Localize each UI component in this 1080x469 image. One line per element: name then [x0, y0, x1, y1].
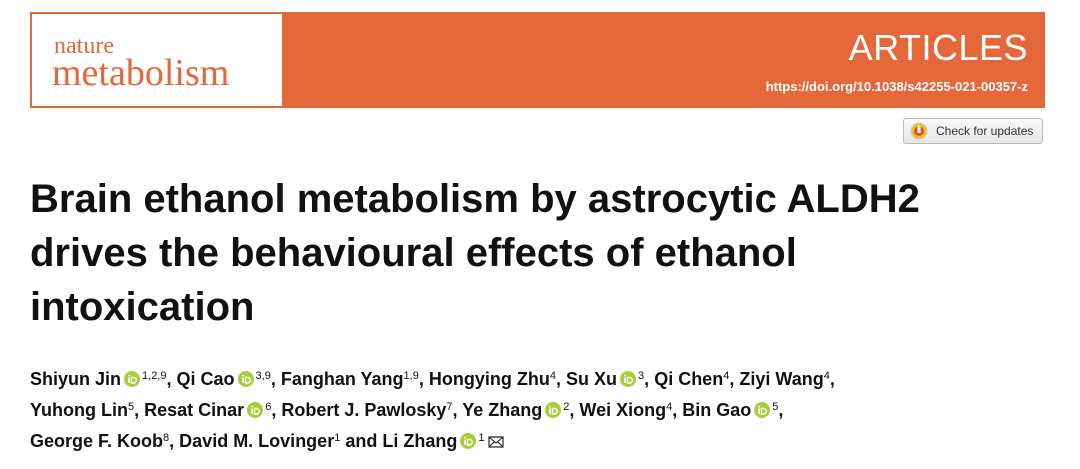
separator: , [729, 369, 735, 389]
affiliation: 1 [334, 432, 341, 444]
affiliation: 1,2,9 [142, 370, 167, 382]
separator: , [166, 369, 172, 389]
orcid-icon[interactable] [460, 433, 477, 449]
author-name[interactable]: Ye Zhang [462, 400, 543, 420]
updates-icon [910, 122, 928, 140]
separator: , [452, 400, 458, 420]
author-name[interactable]: Su Xu [566, 369, 618, 389]
author-name[interactable]: Qi Chen [654, 369, 724, 389]
section-label: ARTICLES [848, 27, 1028, 68]
affiliation: 2 [563, 401, 570, 413]
affiliation: 5 [127, 401, 135, 413]
affiliation: 3 [638, 370, 645, 382]
author-line: Yuhong Lin5, Resat Cinar 6, Robert J. Paw… [30, 395, 835, 426]
check-updates-button[interactable]: Check for updates [903, 118, 1043, 144]
affiliation: 4 [823, 370, 830, 382]
author-list: Shiyun Jin 1,2,9, Qi Cao 3,9, Fanghan Yang… [30, 364, 835, 457]
title-line: drives the behavioural effects of ethano… [30, 231, 797, 275]
author-line: Shiyun Jin 1,2,9, Qi Cao 3,9, Fanghan Yang… [30, 364, 835, 395]
journal-main: metabolism [52, 52, 230, 94]
author-name[interactable]: Li Zhang [382, 431, 458, 451]
orcid-icon[interactable] [620, 371, 637, 387]
affiliation: 7 [446, 401, 453, 413]
separator: , [271, 400, 277, 420]
orcid-icon[interactable] [124, 371, 141, 387]
updates-label: Check for updates [936, 124, 1034, 138]
affiliation: 1,9 [403, 370, 419, 382]
separator: , [672, 400, 678, 420]
orcid-icon[interactable] [754, 402, 771, 418]
separator: and [345, 431, 378, 451]
affiliation: 5 [772, 401, 779, 413]
separator: , [644, 369, 650, 389]
separator: , [778, 400, 784, 420]
separator: , [134, 400, 140, 420]
title-line: intoxication [30, 285, 255, 329]
separator: , [555, 369, 561, 389]
orcid-icon[interactable] [247, 402, 264, 418]
journal-top: nature [54, 33, 114, 59]
separator: , [418, 369, 424, 389]
separator: , [169, 431, 175, 451]
separator: , [569, 400, 575, 420]
separator: , [270, 369, 276, 389]
author-line: George F. Koob8, David M. Lovinger1 and … [30, 426, 835, 457]
journal-logo: nature metabolism [32, 14, 282, 106]
title-line: Brain ethanol metabolism by astrocytic A… [30, 177, 920, 221]
orcid-icon[interactable] [545, 402, 562, 418]
affiliation: 8 [163, 432, 170, 444]
author-name[interactable]: Robert J. Pawlosky [281, 400, 447, 420]
separator: , [829, 369, 835, 389]
email-icon[interactable] [487, 436, 504, 449]
affiliation: 4 [549, 370, 556, 382]
author-name[interactable]: Ziyi Wang [739, 369, 824, 389]
author-name[interactable]: Shiyun Jin [30, 369, 122, 389]
affiliation: 6 [265, 401, 272, 413]
author-name[interactable]: Hongying Zhu [428, 369, 550, 389]
author-name[interactable]: Resat Cinar [144, 400, 245, 420]
author-name[interactable]: Qi Cao [176, 369, 235, 389]
affiliation: 4 [723, 370, 730, 382]
author-name[interactable]: David M. Lovinger [179, 431, 335, 451]
affiliation: 4 [666, 401, 673, 413]
doi-link[interactable]: https://doi.org/10.1038/s42255-021-00357… [765, 79, 1028, 94]
author-name[interactable]: Bin Gao [682, 400, 752, 420]
author-name[interactable]: Yuhong Lin [30, 400, 128, 420]
affiliation: 1 [478, 432, 485, 444]
author-name[interactable]: Wei Xiong [579, 400, 667, 420]
affiliation: 3,9 [255, 370, 271, 382]
article-title: Brain ethanol metabolism by astrocytic A… [30, 172, 920, 334]
author-name[interactable]: Fanghan Yang [280, 369, 404, 389]
orcid-icon[interactable] [237, 371, 254, 387]
author-name[interactable]: George F. Koob [30, 431, 164, 451]
